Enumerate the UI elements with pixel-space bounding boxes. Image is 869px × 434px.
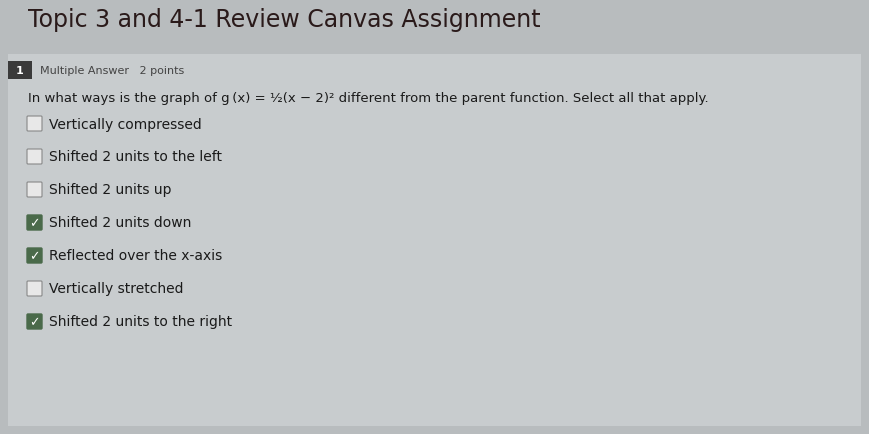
Text: Shifted 2 units to the right: Shifted 2 units to the right — [49, 315, 232, 329]
Text: Shifted 2 units up: Shifted 2 units up — [49, 183, 171, 197]
FancyBboxPatch shape — [27, 248, 42, 263]
FancyBboxPatch shape — [27, 216, 42, 230]
FancyBboxPatch shape — [27, 150, 42, 164]
Text: 1: 1 — [17, 66, 23, 76]
Text: Vertically compressed: Vertically compressed — [49, 117, 202, 131]
Text: ✓: ✓ — [30, 250, 40, 263]
Text: Shifted 2 units to the left: Shifted 2 units to the left — [49, 150, 222, 164]
Text: Reflected over the x-axis: Reflected over the x-axis — [49, 249, 222, 263]
Text: Topic 3 and 4-1 Review Canvas Assignment: Topic 3 and 4-1 Review Canvas Assignment — [28, 8, 541, 32]
Text: In what ways is the graph of g (x) = ½(x − 2)² different from the parent functio: In what ways is the graph of g (x) = ½(x… — [28, 92, 708, 105]
Bar — [8, 62, 32, 80]
Text: Vertically stretched: Vertically stretched — [49, 282, 183, 296]
Text: ✓: ✓ — [30, 315, 40, 328]
Text: Multiple Answer   2 points: Multiple Answer 2 points — [40, 66, 184, 76]
FancyBboxPatch shape — [27, 281, 42, 296]
FancyBboxPatch shape — [8, 55, 861, 426]
Text: Shifted 2 units down: Shifted 2 units down — [49, 216, 191, 230]
Text: ✓: ✓ — [30, 217, 40, 230]
FancyBboxPatch shape — [27, 117, 42, 132]
FancyBboxPatch shape — [27, 314, 42, 329]
FancyBboxPatch shape — [27, 183, 42, 197]
